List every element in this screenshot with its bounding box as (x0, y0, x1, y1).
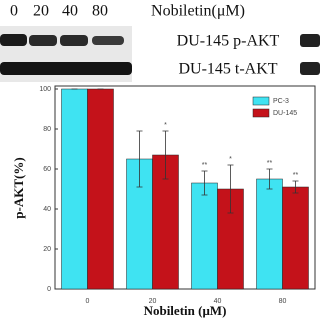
blot-image (0, 26, 320, 82)
significance-label: * (164, 122, 167, 129)
legend-swatch (252, 96, 270, 106)
legend-swatch (252, 108, 270, 118)
y-tick-label: 60 (43, 166, 51, 173)
lane-label: 40 (62, 3, 78, 20)
bar (256, 178, 283, 290)
error-bar (292, 180, 299, 194)
row-label: DU-145 t-AKT (178, 61, 277, 78)
x-tick-label: 20 (149, 298, 157, 305)
significance-label: ** (293, 172, 299, 179)
y-tick-label: 80 (43, 126, 51, 133)
x-tick-label: 0 (86, 298, 90, 305)
significance-label: ** (202, 162, 208, 169)
bar (87, 88, 114, 290)
error-bar (201, 170, 208, 196)
x-tick-label: 40 (214, 298, 222, 305)
error-bar (266, 168, 273, 190)
error-bar (136, 130, 143, 188)
lane-label: 80 (92, 3, 108, 20)
bar (191, 182, 218, 290)
x-tick-label: 80 (279, 298, 287, 305)
significance-label: ** (267, 160, 273, 167)
y-tick-label: 100 (39, 86, 51, 93)
legend-label: DU-145 (273, 110, 297, 117)
y-tick-label: 20 (43, 246, 51, 253)
significance-label: * (229, 156, 232, 163)
bar (61, 88, 88, 290)
error-bar (162, 130, 169, 180)
plot-frame (54, 85, 316, 290)
lane-label: 0 (10, 3, 18, 20)
x-axis-label: Nobiletin (μM) (144, 303, 227, 318)
row-label: DU-145 p-AKT (177, 33, 280, 50)
lane-label: 20 (33, 3, 49, 20)
treatment-label: Nobiletin(μM) (151, 3, 245, 20)
bar (282, 186, 309, 290)
y-axis-label: p-AKT(%) (11, 157, 26, 218)
y-tick-label: 0 (47, 286, 51, 293)
error-bar (227, 164, 234, 214)
y-tick-label: 40 (43, 206, 51, 213)
legend-label: PC-3 (273, 98, 289, 105)
